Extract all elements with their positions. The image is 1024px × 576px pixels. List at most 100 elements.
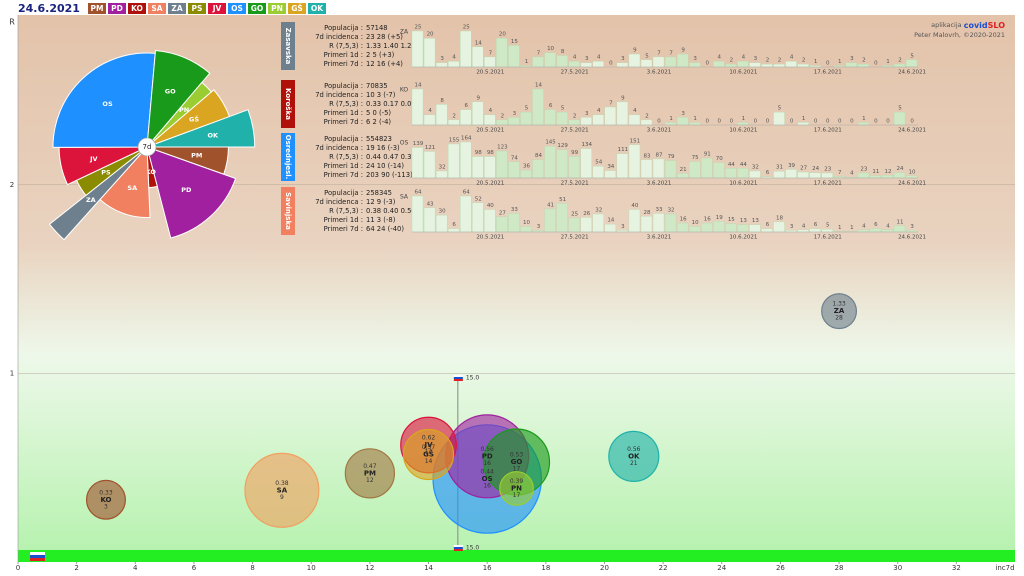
bubble-x-label: 12: [366, 477, 374, 484]
region-tag[interactable]: [208, 3, 226, 14]
bubble-r-label: 0.38: [275, 480, 289, 487]
bar-value: 16: [680, 217, 687, 223]
wedge-label: PS: [101, 168, 111, 176]
date-label: 17.6.2021: [814, 235, 842, 241]
bubble-name: OK: [628, 452, 640, 460]
region-tag-label[interactable]: KO: [131, 4, 143, 13]
daily-bar: [592, 61, 605, 68]
bubble-name: KO: [100, 496, 111, 504]
date-label: 24.6.2021: [898, 181, 926, 187]
polar-wedge[interactable]: [146, 109, 256, 148]
region-tag-label[interactable]: PN: [271, 4, 283, 13]
bubble[interactable]: [344, 448, 396, 499]
daily-bar: [604, 223, 617, 233]
bubble-x-label: 14: [425, 458, 433, 465]
bar-value: 10: [909, 169, 916, 175]
region-tag[interactable]: [108, 3, 126, 14]
region-tag[interactable]: [228, 3, 246, 14]
stat-value: 19 16 (-3): [366, 144, 400, 152]
wedge-label: KO: [146, 168, 157, 176]
bar-value: 1: [838, 59, 842, 65]
x-tick-label: 10: [307, 564, 316, 572]
daily-bar: [472, 46, 484, 68]
bar-value: 32: [668, 208, 675, 214]
daily-bar: [592, 114, 605, 126]
daily-bar: [701, 157, 713, 179]
region-tag[interactable]: [248, 3, 266, 14]
region-tag[interactable]: [268, 3, 286, 14]
bubble[interactable]: [85, 479, 126, 520]
bubble[interactable]: [499, 471, 534, 506]
daily-bar: [435, 170, 448, 179]
bubble-name: SA: [277, 486, 288, 494]
region-code: KO: [400, 87, 409, 94]
region-tag[interactable]: [308, 3, 326, 14]
wedge-label: ZA: [86, 196, 96, 204]
polar-wedge[interactable]: [146, 49, 211, 149]
date-label: 27.5.2021: [561, 181, 589, 187]
bar-value: 145: [545, 140, 556, 146]
daily-bar: [664, 160, 677, 179]
bubble[interactable]: [608, 430, 660, 482]
stat-value: 0.38 0.40 0.50: [366, 207, 416, 215]
daily-bar: [857, 172, 870, 179]
daily-bar: [616, 101, 629, 126]
region-tag[interactable]: [128, 3, 146, 14]
date-label: 20.5.2021: [476, 235, 504, 241]
daily-bar: [496, 38, 508, 68]
daily-bar: [652, 56, 665, 68]
x-tick-label: 4: [133, 564, 138, 572]
region-tag-label[interactable]: SA: [151, 4, 162, 13]
region-tag[interactable]: [88, 3, 106, 14]
daily-bar: [737, 224, 749, 233]
region-tag-label[interactable]: PS: [192, 4, 203, 13]
daily-bar: [821, 172, 833, 179]
bubble[interactable]: [402, 428, 455, 481]
date-label: 17.6.2021: [814, 70, 842, 76]
bar-value: 134: [581, 142, 592, 148]
region-tag-label[interactable]: ZA: [171, 4, 182, 13]
region-tag-label[interactable]: GŠ: [291, 4, 303, 13]
daily-bar: [773, 63, 785, 68]
daily-bar: [496, 119, 508, 126]
daily-bar: [411, 88, 424, 126]
bar-value: 3: [440, 56, 444, 62]
polar-wedge[interactable]: [48, 146, 148, 241]
daily-bar: [423, 38, 436, 68]
bubble[interactable]: [821, 293, 858, 330]
stat-label: R (7,5,3) :: [329, 153, 363, 161]
region-tag[interactable]: [288, 3, 306, 14]
bar-value: 23: [824, 166, 831, 172]
region-tag[interactable]: [188, 3, 206, 14]
bar-value: 8: [561, 49, 565, 55]
bar-value: 26: [583, 211, 590, 217]
region-tag-label[interactable]: JV: [212, 4, 222, 13]
bubble-r-label: 0.39: [510, 478, 524, 485]
bar-value: 11: [872, 169, 879, 175]
stat-label: Primeri 1d :: [324, 109, 363, 117]
polar-wedge[interactable]: [52, 52, 156, 148]
region-tag-label[interactable]: GO: [251, 4, 264, 13]
wedge-label: JV: [89, 155, 97, 163]
region-tag[interactable]: [148, 3, 166, 14]
region-tag-label[interactable]: OS: [231, 4, 243, 13]
bar-value: 4: [452, 55, 456, 61]
region-tag-label[interactable]: PD: [111, 4, 123, 13]
bar-value: 9: [633, 48, 637, 54]
author: Peter Malovrh, ©2020-2021: [914, 31, 1005, 39]
stat-label: Primeri 7d :: [324, 171, 363, 179]
daily-bar: [484, 56, 496, 68]
region-tag[interactable]: [168, 3, 186, 14]
region-tag-label[interactable]: PM: [91, 4, 104, 13]
bar-value: 9: [681, 48, 685, 54]
polar-wedge[interactable]: [146, 146, 237, 239]
region-tag-label[interactable]: OK: [311, 4, 324, 13]
x-tick-label: 26: [776, 564, 785, 572]
date-label: 24.6.2021: [898, 235, 926, 241]
daily-bar: [520, 111, 532, 126]
bubble[interactable]: [244, 452, 320, 528]
daily-bar: [411, 147, 424, 179]
bar-value: 7: [489, 50, 493, 56]
daily-bar: [881, 175, 894, 179]
bar-value: 0: [874, 119, 878, 125]
